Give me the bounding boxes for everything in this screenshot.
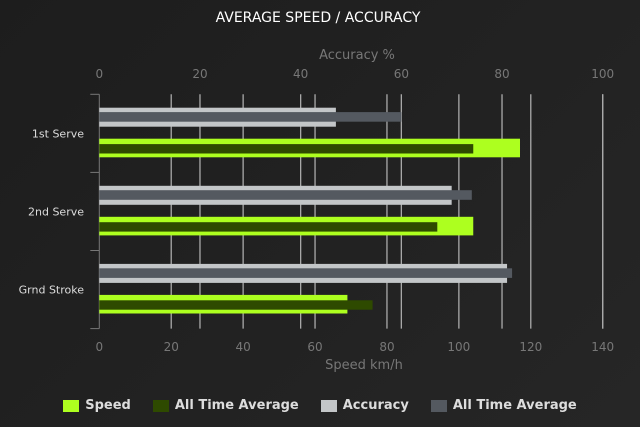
bottom-axis-label: Speed km/h <box>325 358 403 373</box>
legend-swatch <box>320 399 337 412</box>
category-label: 1st Serve <box>32 127 84 140</box>
legend-swatch <box>430 399 447 412</box>
legend-swatch <box>63 399 80 412</box>
top-tick-label: 80 <box>494 67 509 81</box>
legend-item-speed[interactable]: Speed <box>63 398 131 413</box>
top-tick-label: 20 <box>192 67 207 81</box>
legend-item-accuracy-average[interactable]: All Time Average <box>430 398 577 413</box>
category-label: Grnd Stroke <box>19 284 85 297</box>
top-tick-label: 0 <box>95 67 103 81</box>
legend-label: All Time Average <box>174 398 299 413</box>
bar-all-time-average <box>99 190 472 200</box>
legend: Speed All Time Average Accuracy All Time… <box>0 398 640 413</box>
top-tick-label: 60 <box>394 67 409 81</box>
bottom-tick-label: 120 <box>519 340 542 354</box>
top-axis-label: Accuracy % <box>319 48 395 63</box>
legend-item-accuracy[interactable]: Accuracy <box>320 398 409 413</box>
bar-all-time-average <box>99 112 402 122</box>
top-tick-label: 100 <box>591 67 614 81</box>
legend-label: Accuracy <box>342 398 409 413</box>
bottom-tick-label: 80 <box>379 340 394 354</box>
chart-title: AVERAGE SPEED / ACCURACY <box>216 10 421 26</box>
bottom-tick-label: 140 <box>591 340 614 354</box>
legend-label: Speed <box>85 398 131 413</box>
legend-item-speed-average[interactable]: All Time Average <box>152 398 299 413</box>
bottom-tick-label: 0 <box>95 340 103 354</box>
bar-all-time-average <box>99 222 438 232</box>
bar-all-time-average <box>99 144 474 154</box>
top-tick-label: 40 <box>293 67 308 81</box>
legend-label: All Time Average <box>452 398 577 413</box>
category-label: 2nd Serve <box>28 205 84 218</box>
legend-swatch <box>152 399 169 412</box>
bottom-tick-label: 20 <box>164 340 179 354</box>
bottom-tick-label: 100 <box>447 340 470 354</box>
bar-all-time-average <box>99 300 373 310</box>
bottom-tick-label: 60 <box>307 340 322 354</box>
bar-all-time-average <box>99 268 513 278</box>
bottom-tick-label: 40 <box>235 340 250 354</box>
